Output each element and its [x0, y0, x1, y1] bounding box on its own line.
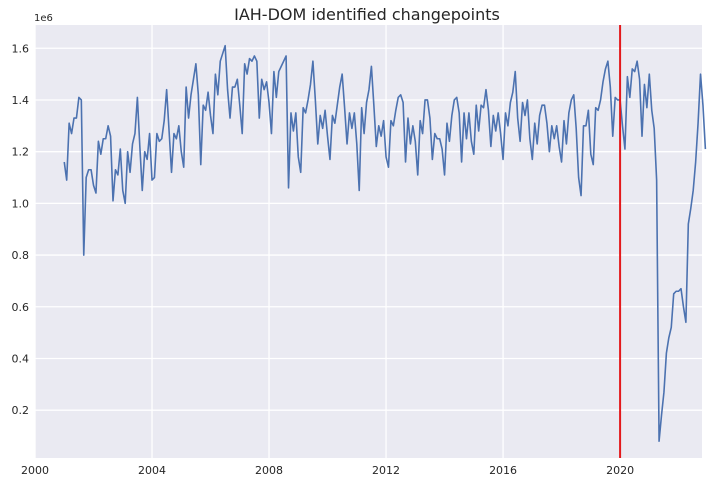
x-tick-label: 2004 — [138, 464, 166, 477]
tick-labels: 2000 2004 2008 2012 2016 2020 0.2 0.4 0.6 0.8 1.0 1… — [12, 42, 635, 477]
y-tick-label: 1.6 — [12, 42, 30, 55]
y-tick-label: 0.4 — [12, 352, 30, 365]
y-tick-label: 1.0 — [12, 197, 30, 210]
chart-title: IAH-DOM identified changepoints — [234, 5, 500, 24]
x-tick-label: 2020 — [606, 464, 634, 477]
y-tick-label: 0.8 — [12, 249, 30, 262]
series-layer — [63, 25, 707, 458]
plot-area — [35, 25, 702, 458]
y-tick-label: 1.4 — [12, 94, 30, 107]
y-tick-label: 0.2 — [12, 404, 30, 417]
x-tick-label: 2008 — [255, 464, 283, 477]
series-line — [63, 44, 707, 443]
x-tick-label: 2000 — [21, 464, 49, 477]
x-tick-label: 2012 — [372, 464, 400, 477]
y-tick-label: 0.6 — [12, 301, 30, 314]
x-tick-label: 2016 — [489, 464, 517, 477]
y-offset-label: 1e6 — [34, 13, 53, 24]
y-tick-label: 1.2 — [12, 146, 30, 159]
